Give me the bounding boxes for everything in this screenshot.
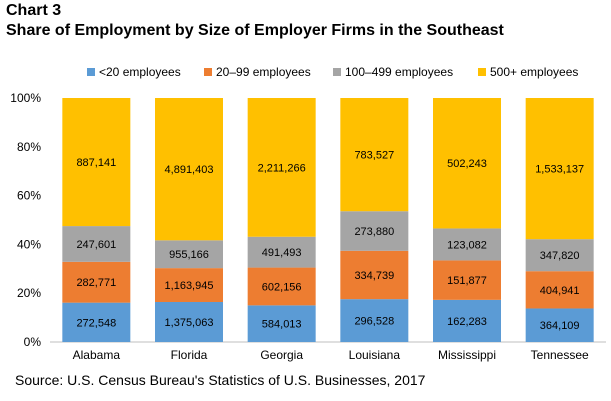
bar-segment — [525, 98, 594, 240]
chart-title: Share of Employment by Size of Employer … — [6, 22, 504, 39]
y-tick-label: 60% — [17, 189, 41, 203]
bar-segment — [155, 98, 223, 241]
y-tick-label: 0% — [24, 335, 42, 349]
bar-segment — [62, 261, 131, 303]
bar-segment — [62, 302, 131, 342]
bar-segment — [247, 98, 316, 237]
data-label: 1,533,137 — [535, 164, 584, 176]
data-label: 162,283 — [447, 316, 487, 328]
legend-label: 500+ employees — [490, 64, 579, 79]
y-tick-label: 40% — [17, 237, 41, 251]
data-label: 4,891,403 — [165, 164, 214, 176]
data-label: 272,548 — [76, 317, 116, 329]
legend-label: 100–499 employees — [345, 64, 454, 79]
bar-segment — [433, 260, 501, 300]
data-label: 783,527 — [354, 150, 394, 162]
bar-segment — [247, 236, 316, 268]
legend-item-under-20: <20 employees — [87, 64, 181, 79]
legend-label: 20–99 employees — [216, 64, 311, 79]
legend-swatch — [333, 67, 341, 76]
x-tick-label: Tennessee — [531, 348, 589, 362]
chart-number: Chart 3 — [6, 2, 62, 19]
data-label: 1,375,063 — [165, 317, 214, 329]
data-label: 502,243 — [447, 158, 487, 170]
data-label: 2,211,266 — [258, 162, 306, 174]
bar-segment — [340, 211, 409, 251]
bar-segment — [155, 301, 223, 342]
data-label: 955,166 — [169, 249, 209, 261]
data-label: 334,739 — [354, 270, 394, 282]
data-label: 247,601 — [76, 239, 116, 251]
bar-segment — [340, 98, 409, 212]
data-label: 1,163,945 — [165, 280, 214, 292]
data-label: 404,941 — [540, 285, 580, 297]
bar-segment — [155, 268, 223, 302]
bar-segment — [62, 98, 131, 227]
data-label: 364,109 — [540, 320, 580, 332]
bar-segment — [247, 267, 316, 306]
bar-segment — [525, 239, 594, 272]
bar-segment — [525, 271, 594, 309]
data-label: 491,493 — [262, 247, 302, 259]
bar-segment — [433, 98, 501, 229]
data-label: 123,082 — [447, 239, 487, 251]
x-tick-label: Georgia — [260, 348, 303, 362]
bar-segment — [340, 250, 409, 300]
legend-item-20-99: 20–99 employees — [204, 64, 311, 79]
legend-swatch — [204, 67, 212, 76]
data-label: 282,771 — [76, 277, 116, 289]
bar-segment — [62, 226, 131, 262]
data-label: 273,880 — [354, 226, 394, 238]
legend-swatch — [87, 67, 95, 76]
data-label: 151,877 — [447, 275, 487, 287]
legend: <20 employees 20–99 employees 100–499 em… — [0, 62, 611, 82]
x-tick-label: Louisiana — [349, 348, 401, 362]
data-label: 887,141 — [76, 157, 116, 169]
legend-label: <20 employees — [99, 64, 181, 79]
data-label: 296,528 — [354, 316, 394, 328]
bar-segment — [155, 240, 223, 269]
y-tick-label: 100% — [10, 91, 41, 105]
bar-segment — [340, 299, 409, 342]
data-label: 347,820 — [540, 250, 580, 262]
source-note: Source: U.S. Census Bureau's Statistics … — [15, 372, 426, 388]
x-tick-label: Mississippi — [438, 348, 496, 362]
y-tick-label: 80% — [17, 140, 41, 154]
legend-swatch — [478, 67, 486, 76]
y-tick-label: 20% — [17, 286, 41, 300]
x-tick-label: Florida — [171, 348, 208, 362]
bar-segment — [433, 228, 501, 261]
legend-item-100-499: 100–499 employees — [333, 64, 453, 79]
data-label: 602,156 — [262, 281, 302, 293]
bar-segment — [525, 308, 594, 342]
bar-segment — [247, 305, 316, 342]
x-tick-label: Alabama — [73, 348, 121, 362]
bar-segment — [433, 299, 501, 342]
legend-item-500-plus: 500+ employees — [478, 64, 578, 79]
data-label: 584,013 — [262, 319, 302, 331]
